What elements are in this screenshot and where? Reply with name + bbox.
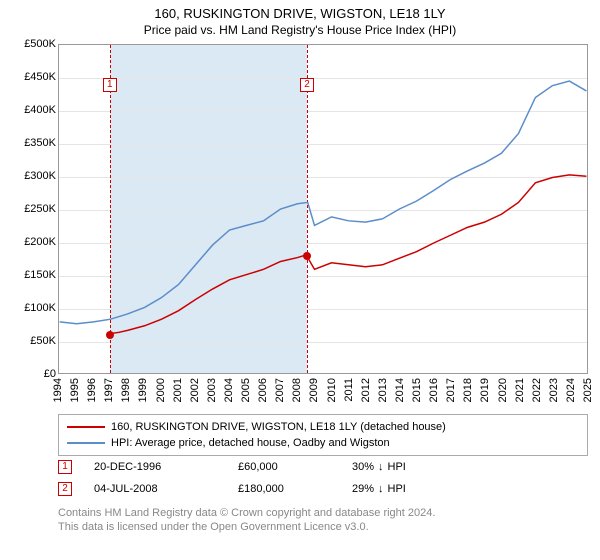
transaction-price: £60,000 (238, 461, 348, 473)
transaction-date: 20-DEC-1996 (94, 461, 234, 473)
y-tick-label: £0 (14, 368, 56, 380)
title-main: 160, RUSKINGTON DRIVE, WIGSTON, LE18 1LY (0, 6, 600, 23)
x-tick-label: 2008 (291, 378, 303, 402)
x-tick-label: 2007 (274, 378, 286, 402)
x-tick-label: 2012 (360, 378, 372, 402)
x-tick-label: 2004 (223, 378, 235, 402)
transaction-row: 2 04-JUL-2008 £180,000 29% ↓ HPI (58, 478, 588, 500)
x-tick-label: 2005 (240, 378, 252, 402)
chart-wrap: 12 £0£50K£100K£150K£200K£250K£300K£350K£… (8, 44, 592, 410)
y-tick-label: £400K (14, 104, 56, 116)
x-tick-label: 2006 (257, 378, 269, 402)
legend-label: HPI: Average price, detached house, Oadb… (111, 437, 390, 449)
x-tick-label: 1994 (52, 378, 64, 402)
series-property (110, 175, 586, 334)
footer-line-2: This data is licensed under the Open Gov… (58, 520, 588, 534)
x-tick-label: 2003 (206, 378, 218, 402)
x-tick-label: 2017 (445, 378, 457, 402)
x-tick-label: 2025 (582, 378, 594, 402)
sale-box-1: 1 (103, 78, 117, 92)
y-tick-label: £350K (14, 137, 56, 149)
transaction-row: 1 20-DEC-1996 £60,000 30% ↓ HPI (58, 456, 588, 478)
footer-line-1: Contains HM Land Registry data © Crown c… (58, 506, 588, 520)
x-tick-label: 2009 (308, 378, 320, 402)
x-tick-label: 1998 (120, 378, 132, 402)
x-tick-label: 2013 (377, 378, 389, 402)
legend-swatch (67, 426, 105, 428)
x-tick-label: 2024 (565, 378, 577, 402)
chart-root: 160, RUSKINGTON DRIVE, WIGSTON, LE18 1LY… (0, 0, 600, 560)
transaction-date: 04-JUL-2008 (94, 483, 234, 495)
transaction-delta: 30% ↓ HPI (352, 461, 406, 473)
x-tick-label: 2014 (394, 378, 406, 402)
transaction-id-box: 1 (58, 460, 72, 474)
sale-dot-1 (106, 331, 114, 339)
y-tick-label: £100K (14, 302, 56, 314)
legend-swatch (67, 442, 105, 444)
y-tick-label: £50K (14, 335, 56, 347)
y-tick-label: £500K (14, 38, 56, 50)
x-tick-label: 2022 (531, 378, 543, 402)
y-tick-label: £200K (14, 236, 56, 248)
arrow-down-icon: ↓ (378, 461, 384, 473)
x-tick-label: 2000 (155, 378, 167, 402)
legend-row: 160, RUSKINGTON DRIVE, WIGSTON, LE18 1LY… (67, 419, 579, 435)
transaction-delta: 29% ↓ HPI (352, 483, 406, 495)
x-tick-label: 2011 (343, 378, 355, 402)
sale-dot-2 (303, 252, 311, 260)
legend-label: 160, RUSKINGTON DRIVE, WIGSTON, LE18 1LY… (111, 421, 446, 433)
y-tick-label: £250K (14, 203, 56, 215)
x-tick-label: 2023 (548, 378, 560, 402)
x-tick-label: 2020 (497, 378, 509, 402)
y-tick-label: £300K (14, 170, 56, 182)
arrow-down-icon: ↓ (378, 483, 384, 495)
transaction-id-box: 2 (58, 482, 72, 496)
legend-row: HPI: Average price, detached house, Oadb… (67, 435, 579, 451)
series-svg (59, 45, 587, 373)
x-tick-label: 2019 (479, 378, 491, 402)
x-tick-label: 2021 (514, 378, 526, 402)
transaction-table: 1 20-DEC-1996 £60,000 30% ↓ HPI 2 04-JUL-2008 £1… (58, 456, 588, 500)
x-tick-label: 2010 (326, 378, 338, 402)
legend-box: 160, RUSKINGTON DRIVE, WIGSTON, LE18 1LY… (58, 414, 588, 456)
x-tick-label: 1996 (86, 378, 98, 402)
delta-suffix: HPI (388, 483, 406, 495)
plot-area: 12 (58, 44, 588, 374)
y-tick-label: £150K (14, 269, 56, 281)
footer: Contains HM Land Registry data © Crown c… (58, 506, 588, 535)
x-tick-label: 1995 (69, 378, 81, 402)
x-tick-label: 2001 (172, 378, 184, 402)
x-tick-label: 1997 (103, 378, 115, 402)
delta-pct: 30% (352, 461, 374, 473)
y-tick-label: £450K (14, 71, 56, 83)
sale-box-2: 2 (300, 78, 314, 92)
x-tick-label: 2016 (428, 378, 440, 402)
title-block: 160, RUSKINGTON DRIVE, WIGSTON, LE18 1LY… (0, 0, 600, 38)
delta-pct: 29% (352, 483, 374, 495)
transaction-price: £180,000 (238, 483, 348, 495)
x-tick-label: 2018 (462, 378, 474, 402)
delta-suffix: HPI (388, 461, 406, 473)
x-tick-label: 2015 (411, 378, 423, 402)
x-tick-label: 1999 (137, 378, 149, 402)
series-hpi (60, 81, 587, 324)
title-sub: Price paid vs. HM Land Registry's House … (0, 23, 600, 39)
x-tick-label: 2002 (189, 378, 201, 402)
